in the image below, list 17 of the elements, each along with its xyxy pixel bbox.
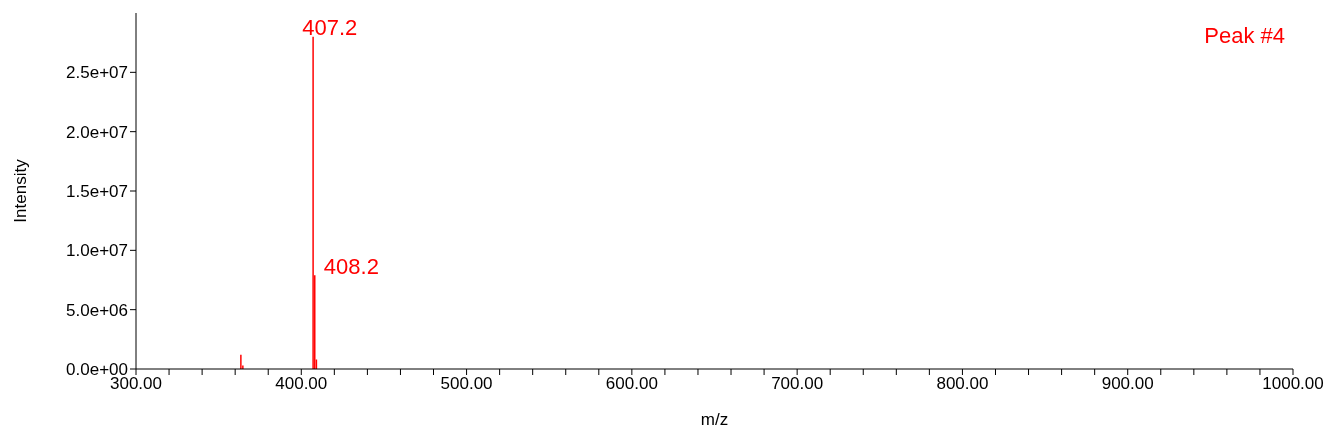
y-tick-label: 1.5e+07 [66,182,128,202]
y-axis-title: Intensity [11,158,31,223]
y-tick-label: 1.0e+07 [66,241,128,261]
y-tick-label: 2.5e+07 [66,63,128,83]
annotation: 408.2 [323,253,379,279]
x-tick-label: 1000.00 [1262,374,1324,394]
annotation: Peak #4 [1204,23,1285,49]
x-tick-label: 400.00 [275,374,328,394]
x-axis-title: m/z [700,410,729,429]
y-tick-label: 2.0e+07 [66,122,128,142]
annotation: 407.2 [302,15,358,41]
x-tick-label: 900.00 [1101,374,1154,394]
x-tick-label: 700.00 [771,374,824,394]
x-tick-label: 800.00 [936,374,989,394]
x-tick-label: 500.00 [440,374,493,394]
x-tick-label: 600.00 [605,374,658,394]
y-tick-label: 5.0e+06 [66,300,128,320]
